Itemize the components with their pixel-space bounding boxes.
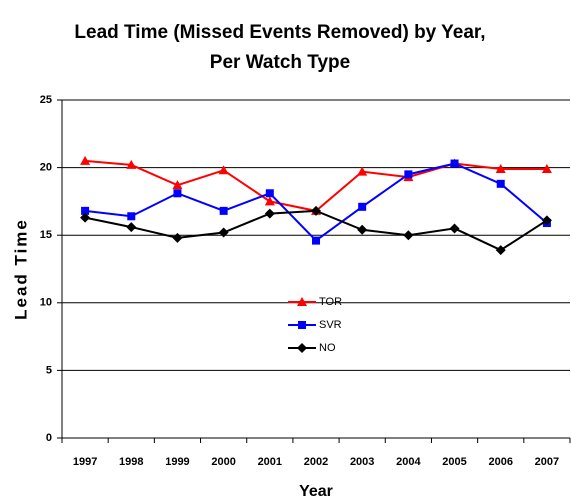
marker [495, 245, 506, 256]
marker [81, 206, 90, 215]
marker [311, 205, 321, 216]
marker [449, 223, 460, 234]
series-line [85, 159, 547, 212]
y-tick-label: 25 [40, 94, 52, 106]
x-tick-label: 2007 [535, 456, 559, 468]
marker [312, 236, 320, 245]
x-tick-label: 2006 [488, 456, 512, 468]
x-tick-label: 1999 [165, 456, 189, 468]
marker [219, 206, 228, 215]
x-tick-label: 1997 [73, 456, 97, 468]
marker [450, 159, 459, 168]
x-tick-label: 2001 [258, 456, 282, 468]
marker [297, 297, 307, 306]
marker [404, 170, 413, 179]
y-tick-label: 20 [40, 162, 52, 174]
marker [298, 321, 306, 329]
x-tick-label: 2000 [211, 456, 235, 468]
marker [496, 179, 505, 188]
marker [357, 166, 368, 176]
x-tick-label: 1998 [119, 456, 143, 468]
x-tick-label: 2002 [304, 456, 328, 468]
marker [218, 227, 229, 238]
legend-label: NO [319, 342, 336, 354]
x-tick-label: 2003 [350, 456, 374, 468]
marker [80, 155, 91, 165]
marker [218, 165, 229, 175]
y-axis-label: Lead Time [11, 218, 30, 320]
marker [541, 215, 552, 226]
marker [357, 224, 368, 235]
marker [403, 230, 414, 241]
marker [172, 232, 183, 243]
marker [297, 343, 307, 353]
marker [126, 159, 137, 169]
y-tick-label: 10 [40, 297, 52, 309]
marker [264, 196, 275, 206]
marker [173, 189, 182, 198]
legend: TOR SVR NO [288, 296, 342, 354]
marker [358, 202, 367, 211]
y-tick-label: 5 [46, 364, 52, 376]
marker [127, 212, 136, 221]
marker [495, 163, 506, 173]
legend-label: SVR [319, 319, 342, 331]
marker [264, 208, 275, 219]
chart-title: Lead Time (Missed Events Removed) by Yea… [74, 22, 486, 73]
y-tick-label: 0 [46, 432, 52, 444]
x-axis-label: Year [299, 483, 333, 500]
marker [80, 212, 91, 223]
marker [172, 180, 183, 190]
x-tick-label: 2004 [396, 456, 421, 468]
y-tick-label: 15 [40, 229, 52, 241]
marker [126, 222, 137, 233]
marker [265, 189, 274, 198]
legend-label: TOR [319, 296, 342, 308]
x-tick-label: 2005 [442, 456, 466, 468]
marker [541, 163, 552, 173]
